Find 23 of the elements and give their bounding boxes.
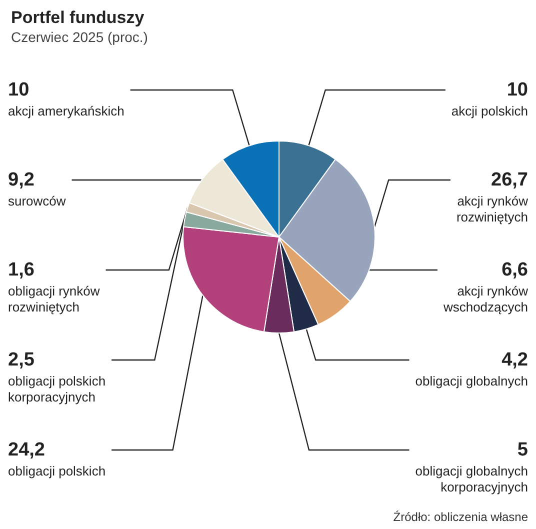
text: Źródło: obliczenia własne	[393, 510, 528, 524]
slice-label: akcji rynków rozwiniętych	[456, 194, 529, 224]
slice-label: akcji rynków wschodzących	[442, 284, 529, 314]
data-label: 1,6	[8, 260, 34, 280]
slice-label: obligacji globalnych	[415, 374, 528, 388]
chart-subtitle: Czerwiec 2025 (proc.)	[11, 29, 148, 45]
slice-label: obligacji polskich korporacyjnych	[8, 374, 106, 404]
data-label: 4,2	[502, 350, 528, 370]
slice-label: surowców	[8, 194, 66, 208]
slice-label: akcji amerykańskich	[8, 104, 124, 118]
slice-label: obligacji rynków rozwiniętych	[8, 284, 100, 314]
data-label: 9,2	[8, 170, 34, 190]
data-label: 24,2	[8, 440, 45, 460]
slice-label: obligacji polskich	[8, 464, 106, 478]
data-label: 10	[8, 80, 30, 100]
data-label: 10	[506, 80, 528, 100]
slice-label: obligacji globalnych korporacyjnych	[415, 464, 528, 494]
data-label: 26,7	[491, 170, 528, 190]
data-label: 5	[517, 440, 528, 460]
chart-title: Portfel funduszy	[11, 8, 145, 27]
data-label: 2,5	[8, 350, 35, 370]
data-label: 6,6	[502, 260, 528, 280]
slice-label: akcji polskich	[451, 104, 528, 118]
